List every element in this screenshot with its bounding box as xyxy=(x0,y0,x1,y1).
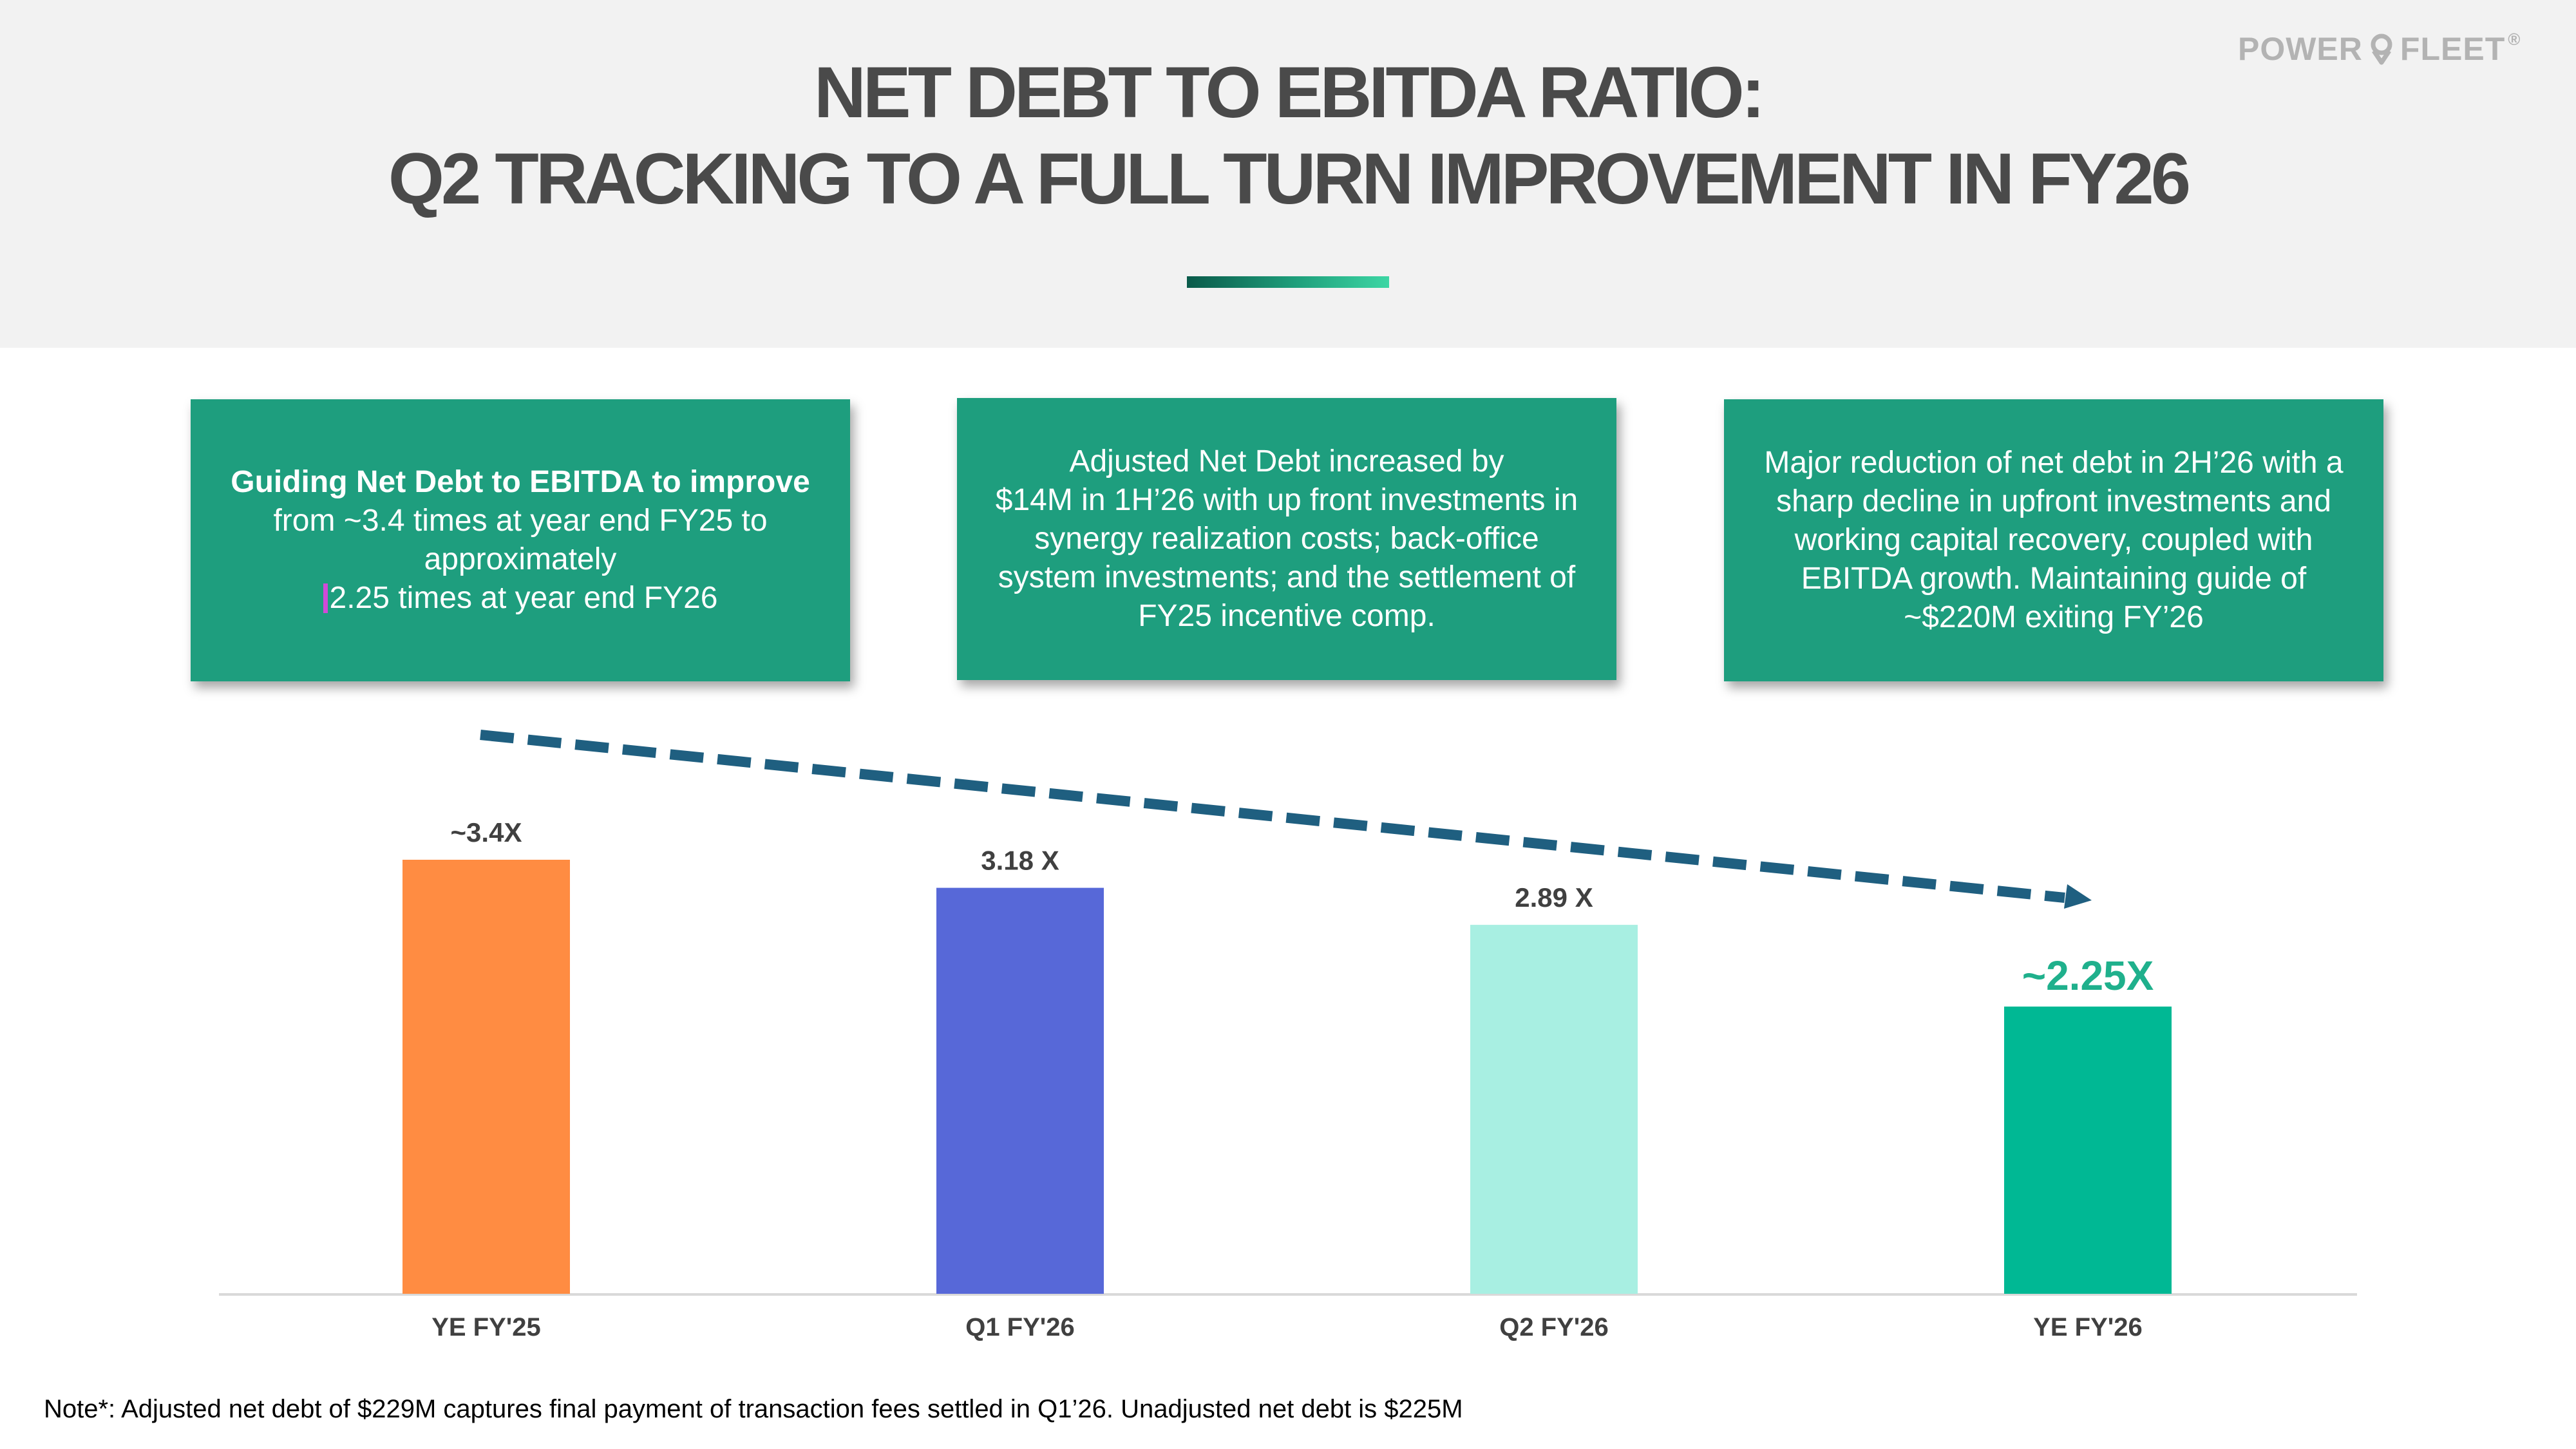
info-box-outlook-line: Major reduction of net debt in 2H’26 wit… xyxy=(1764,446,2344,480)
x-tick-label-1: YE FY'25 xyxy=(431,1313,541,1341)
info-box-guidance-line: from ~3.4 times at year end FY25 to xyxy=(273,504,768,538)
info-box-net-debt-line: system investments; and the settlement o… xyxy=(998,560,1576,594)
page-title-line1: NET DEBT TO EBITDA RATIO: xyxy=(814,52,1765,133)
info-box-outlook-line: ~$220M exiting FY’26 xyxy=(1904,600,2204,634)
header-band xyxy=(0,0,2576,348)
footnote: Note*: Adjusted net debt of $229M captur… xyxy=(44,1395,1463,1423)
data-label-2: 3.18 X xyxy=(981,846,1059,876)
info-box-guidance-heading: Guiding Net Debt to EBITDA to improve xyxy=(231,465,810,499)
info-box-outlook-line: EBITDA growth. Maintaining guide of xyxy=(1801,562,2307,596)
title-accent-bar xyxy=(1187,276,1389,288)
location-pin-icon xyxy=(2371,33,2392,65)
company-logo: POWER FLEET ® xyxy=(2238,30,2521,68)
info-box-guidance-line: 2.25 times at year end FY26 xyxy=(329,581,718,615)
bar-2 xyxy=(936,887,1104,1294)
info-box-outlook-line: sharp decline in upfront investments and xyxy=(1776,484,2331,518)
text-cursor-marker xyxy=(323,583,328,613)
x-tick-label-3: Q2 FY'26 xyxy=(1499,1313,1609,1341)
x-tick-label-4: YE FY'26 xyxy=(2033,1313,2143,1341)
bar-1 xyxy=(402,860,570,1294)
info-box-outlook-line: working capital recovery, coupled with xyxy=(1794,523,2313,557)
info-box-net-debt: Adjusted Net Debt increased by $14M in 1… xyxy=(957,398,1616,680)
data-label-3: 2.89 X xyxy=(1515,882,1593,913)
info-box-net-debt-line: $14M in 1H’26 with up front investments … xyxy=(995,483,1578,517)
x-tick-label-2: Q1 FY'26 xyxy=(965,1313,1075,1341)
info-box-guidance: Guiding Net Debt to EBITDA to improve fr… xyxy=(191,399,850,681)
registered-mark: ® xyxy=(2508,30,2521,49)
info-box-outlook: Major reduction of net debt in 2H’26 wit… xyxy=(1724,399,2383,681)
bar-4 xyxy=(2004,1006,2172,1294)
info-box-guidance-line-wrap: 2.25 times at year end FY26 xyxy=(323,579,718,618)
logo-text-left: POWER xyxy=(2238,31,2363,67)
info-box-net-debt-line: FY25 incentive comp. xyxy=(1138,599,1435,633)
trend-arrow-head-icon xyxy=(2064,884,2092,909)
info-box-net-debt-line: synergy realization costs; back-office xyxy=(1034,522,1539,556)
info-box-net-debt-line: Adjusted Net Debt increased by xyxy=(1069,444,1504,478)
trend-arrow-line xyxy=(480,730,2065,903)
data-label-4: ~2.25X xyxy=(2022,952,2154,999)
logo-text-right: FLEET xyxy=(2400,31,2506,67)
page-title-line2: Q2 TRACKING TO A FULL TURN IMPROVEMENT I… xyxy=(388,138,2191,219)
info-box-guidance-line: approximately xyxy=(424,542,617,576)
data-label-1: ~3.4X xyxy=(451,817,522,848)
bar-3 xyxy=(1470,925,1638,1294)
